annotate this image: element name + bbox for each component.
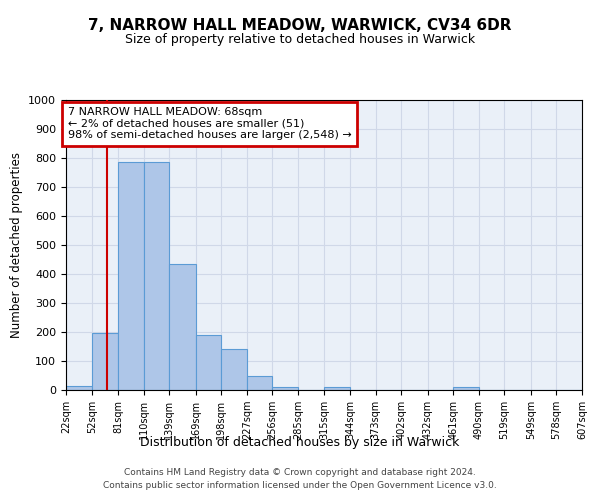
Text: Contains HM Land Registry data © Crown copyright and database right 2024.: Contains HM Land Registry data © Crown c…	[124, 468, 476, 477]
Bar	[453, 387, 479, 390]
Bar	[196, 335, 221, 390]
Y-axis label: Number of detached properties: Number of detached properties	[10, 152, 23, 338]
Bar	[169, 264, 196, 390]
Bar	[143, 162, 169, 390]
Bar	[272, 386, 298, 390]
Bar	[247, 376, 272, 390]
Bar	[66, 386, 92, 390]
Bar	[118, 162, 143, 390]
Text: Contains public sector information licensed under the Open Government Licence v3: Contains public sector information licen…	[103, 482, 497, 490]
Text: 7, NARROW HALL MEADOW, WARWICK, CV34 6DR: 7, NARROW HALL MEADOW, WARWICK, CV34 6DR	[88, 18, 512, 32]
Bar	[221, 350, 247, 390]
Bar	[325, 387, 350, 390]
Text: Distribution of detached houses by size in Warwick: Distribution of detached houses by size …	[140, 436, 460, 449]
Text: 7 NARROW HALL MEADOW: 68sqm
← 2% of detached houses are smaller (51)
98% of semi: 7 NARROW HALL MEADOW: 68sqm ← 2% of deta…	[68, 108, 352, 140]
Bar	[92, 334, 118, 390]
Text: Size of property relative to detached houses in Warwick: Size of property relative to detached ho…	[125, 32, 475, 46]
